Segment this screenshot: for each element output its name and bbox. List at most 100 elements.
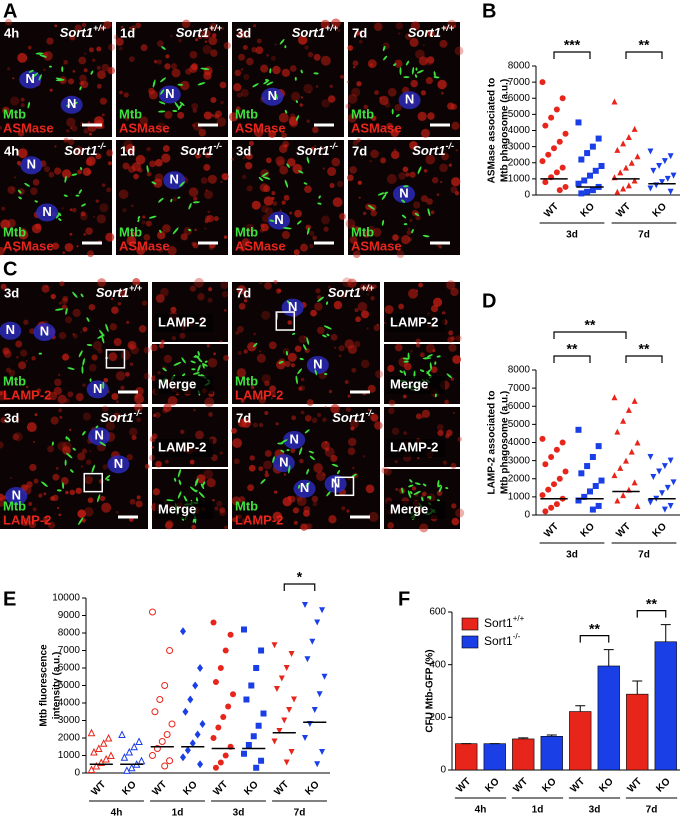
mtb-signal [99,441,107,447]
stain-speckle [452,411,455,414]
mtb-signal [280,449,285,453]
point [614,428,621,435]
stain-speckle [223,235,228,239]
mtb-signal [381,193,387,201]
mtb-signal [280,439,288,444]
mtb-signal [286,163,290,168]
stain-speckle [91,354,98,361]
zoom-box [83,472,103,493]
stain-speckle [247,484,255,492]
stain-speckle [65,490,69,495]
point [217,759,224,766]
mtb-signal [82,431,86,436]
mtb-signal [429,496,432,500]
stain-speckle [436,193,440,196]
stain-label: Mtb [119,224,142,239]
mtb-signal [272,456,275,464]
stain-speckle [430,304,439,313]
stain-speckle [66,117,76,127]
stain-label: ASMase [3,120,54,135]
point [542,461,549,468]
genotype-name: Sort1 [180,143,213,158]
stain-speckle [370,210,377,217]
mtb-signal [72,101,78,105]
stain-speckle [398,303,405,310]
stain-speckle [59,281,65,287]
error-bar [603,649,614,666]
mtb-signal [422,483,427,487]
mtb-signal [324,373,328,376]
stain-speckle [220,281,229,289]
mtb-signal [177,83,184,86]
point [319,607,326,614]
stain-speckle [426,198,433,205]
nucleus-label: N [288,299,297,314]
stain-speckle [28,520,37,529]
mtb-signal [429,362,432,370]
stain-speckle [15,355,19,359]
stain-speckle [153,178,163,188]
stain-speckle [233,83,242,92]
stain-speckle [304,185,312,193]
stain-speckle [55,466,59,470]
point [611,98,618,105]
stain-speckle [129,26,132,30]
mtb-signal [106,478,110,481]
stain-speckle [196,474,206,484]
point [659,179,665,186]
stain-speckle [101,183,106,187]
stain-speckle [101,113,105,117]
stain-speckle [405,33,412,40]
point [107,751,115,759]
mtb-signal [318,195,321,199]
point [182,707,189,716]
stain-speckle [180,233,188,241]
stain-speckle [341,506,346,511]
stain-speckle [415,215,421,221]
point [151,708,159,716]
stain-speckle [138,325,147,333]
zoom-label: LAMP-2 [158,314,206,329]
stain-label: ASMase [351,120,402,135]
stain-speckle [82,383,86,387]
stain-speckle [309,244,314,249]
stain-speckle [84,475,93,485]
stain-speckle [109,323,117,331]
stain-speckle [251,200,261,210]
stain-speckle [354,30,361,36]
mtb-signal [24,182,30,187]
stain-speckle [97,348,103,354]
mtb-signal [417,166,422,175]
point [316,691,323,698]
micrograph [0,22,112,137]
stain-speckle [304,336,307,339]
stain-speckle [395,22,403,30]
stain-speckle [352,250,361,259]
significance-label: ** [639,341,650,357]
stain-speckle [118,189,129,200]
stain-label: ASMase [3,238,54,253]
stain-speckle [354,308,359,313]
stain-speckle [363,211,367,216]
stain-speckle [135,500,143,508]
stain-speckle [156,122,166,131]
stain-speckle [96,83,102,89]
nucleus-label: N [12,487,21,502]
nucleus [88,427,111,446]
group-label: 1d [172,808,184,819]
mtb-signal [294,76,297,81]
stain-speckle [80,211,86,217]
stain-speckle [0,391,3,396]
mtb-signal [160,89,165,95]
group-label: 7d [638,550,650,561]
stain-speckle [281,230,290,240]
stain-speckle [110,297,114,301]
nucleus-label: N [94,428,103,443]
stain-speckle [260,64,269,73]
stain-speckle [333,346,337,349]
stain-speckle [204,219,209,224]
point [623,457,629,464]
stain-speckle [86,459,92,465]
y-axis-label: Mtb phagosome (a.u.) [500,79,511,182]
stain-speckle [99,97,107,105]
